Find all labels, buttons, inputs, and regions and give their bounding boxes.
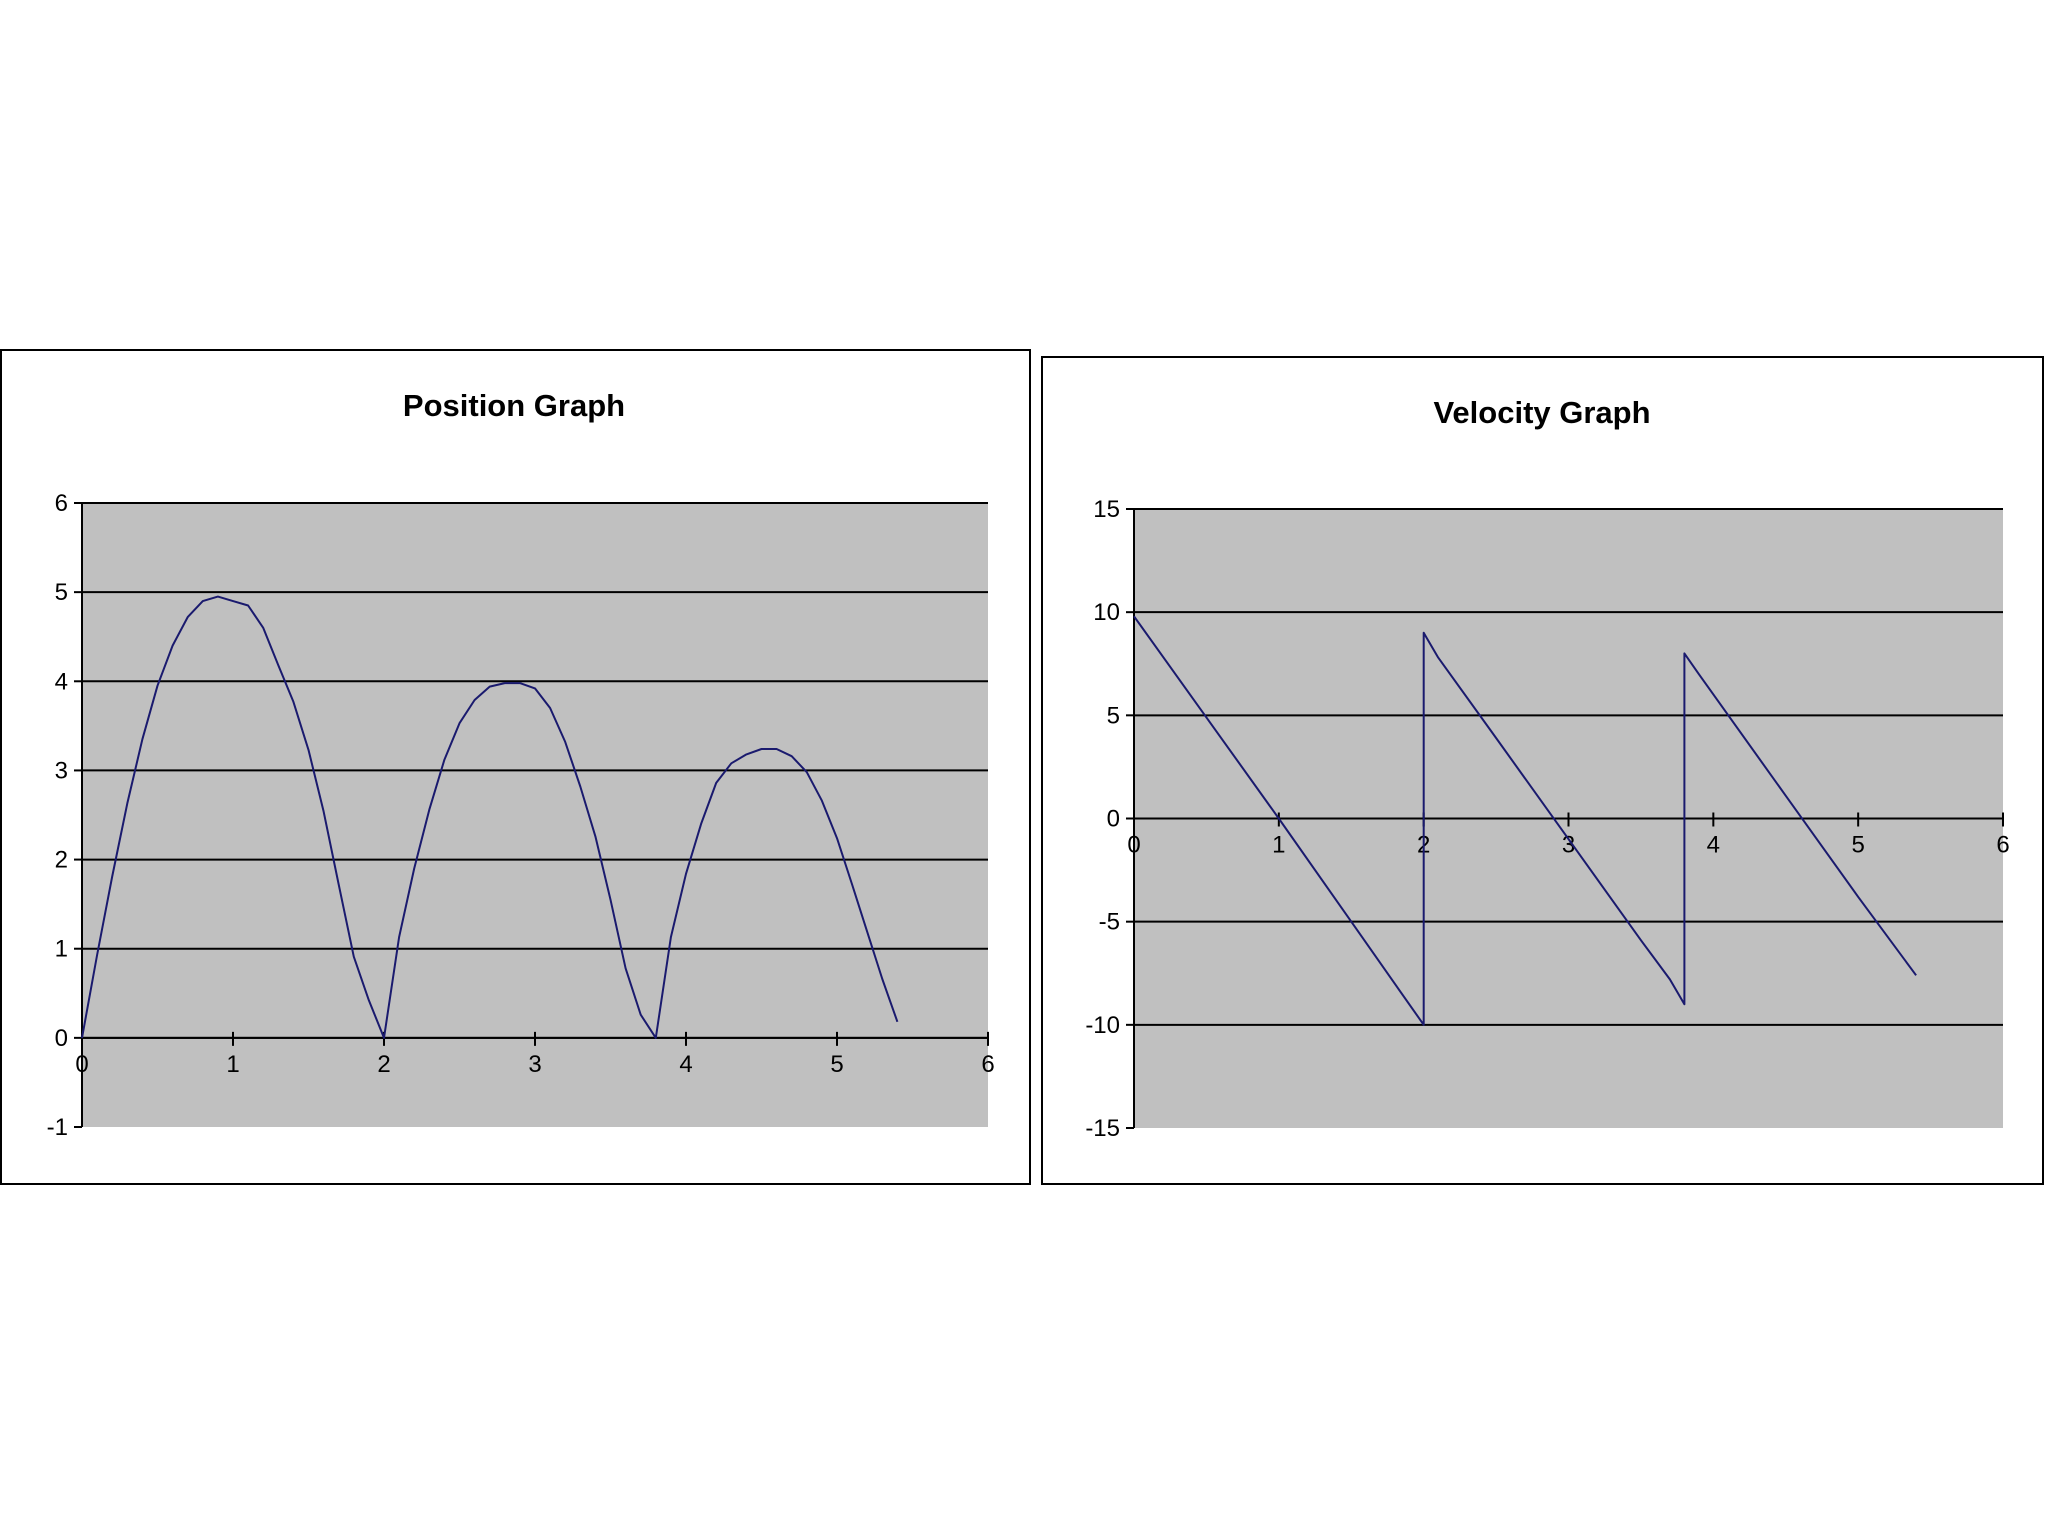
- velocity-x-tick-label: 1: [1272, 832, 1285, 859]
- position-x-tick-label: 0: [75, 1051, 88, 1078]
- position-x-tick-label: 4: [679, 1051, 692, 1078]
- position-chart-title: Position Graph: [403, 388, 625, 423]
- position-plot-area: -1 0 1 2 3 4 5 6 0 1 2 3 4 5 6: [47, 490, 995, 1141]
- velocity-series-line: [1133, 615, 1917, 1026]
- position-x-tick-label: 6: [981, 1051, 994, 1078]
- velocity-x-tick-label: 5: [1851, 832, 1864, 859]
- velocity-x-tick-label: 3: [1562, 832, 1575, 859]
- position-x-tick-label: 5: [830, 1051, 843, 1078]
- position-plot-background: [82, 503, 988, 1127]
- velocity-y-tick-label: -10: [1085, 1012, 1120, 1039]
- position-x-tick-label: 2: [377, 1051, 390, 1078]
- velocity-y-tick-label: 15: [1093, 496, 1120, 523]
- velocity-chart-title: Velocity Graph: [1433, 395, 1650, 430]
- velocity-y-tick-label: -15: [1085, 1115, 1120, 1142]
- velocity-x-tick-label: 4: [1707, 832, 1720, 859]
- position-y-tick-label: 2: [55, 847, 68, 874]
- position-x-tick-label: 1: [226, 1051, 239, 1078]
- velocity-y-tick-label: -5: [1099, 909, 1120, 936]
- position-y-tick-label: -1: [47, 1114, 68, 1141]
- velocity-y-tick-label: 0: [1107, 806, 1120, 833]
- position-series-line: [81, 595, 899, 1039]
- position-y-tick-label: 3: [55, 757, 68, 784]
- position-y-tick-label: 4: [55, 668, 68, 695]
- position-y-tick-label: 0: [55, 1025, 68, 1052]
- position-x-tick-label: 3: [528, 1051, 541, 1078]
- velocity-y-tick-label: 10: [1093, 599, 1120, 626]
- position-y-tick-label: 1: [55, 936, 68, 963]
- position-y-tick-label: 6: [55, 490, 68, 517]
- position-chart: Position Graph -1 0 1 2 3 4 5 6 0 1 2 3 4 5 6: [0, 349, 1031, 1185]
- velocity-x-tick-label: 6: [1996, 832, 2009, 859]
- velocity-y-tick-label: 5: [1107, 702, 1120, 729]
- velocity-x-tick-label: 0: [1127, 832, 1140, 859]
- position-y-tick-label: 5: [55, 579, 68, 606]
